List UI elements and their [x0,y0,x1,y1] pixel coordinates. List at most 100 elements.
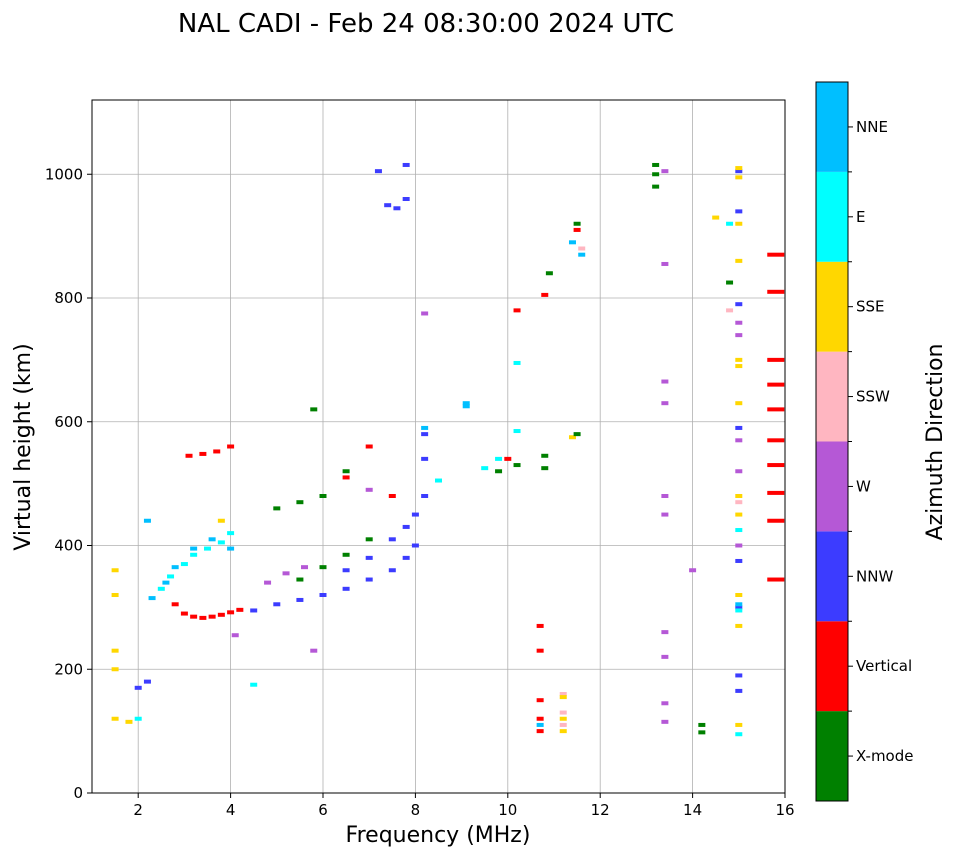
data-point-nnw [402,197,410,201]
plot-area: 2 4 6 8 10 12 14 16 0 200 400 600 800 1000 [45,99,795,819]
data-point-nnw [411,543,419,548]
data-point-nne [190,546,198,551]
data-point-nne [148,596,156,601]
data-point-w [689,568,697,573]
data-point-w [661,261,669,266]
data-point-nnw [421,494,429,498]
colorbar: X-mode Vertical NNW W SSW SSE E NNE [815,81,913,802]
data-point-nnw [319,593,327,597]
data-point-w [264,580,272,585]
data-point-w [365,487,373,492]
data-point-sse [559,716,567,721]
data-point-vertical [767,252,785,257]
colorbar-tick-label: Vertical [856,657,912,675]
data-point-nne [462,401,470,406]
data-point-e [167,574,175,579]
data-point-sse [735,494,743,498]
data-point-sse [125,719,133,724]
x-axis-label: Frequency (MHz) [346,823,531,848]
data-point-e [735,608,743,613]
data-point-sse [568,435,576,440]
data-point-sse [735,401,743,406]
x-tick-label: 6 [318,801,328,819]
data-point-sse [735,166,743,171]
data-point-sse [111,568,119,573]
data-point-nnw [374,169,382,174]
data-point-x-mode [545,271,553,276]
x-tick-label: 14 [683,801,702,819]
y-tick-label: 600 [54,413,83,431]
data-point-sse [735,512,743,517]
data-point-e [735,732,743,737]
data-point-vertical [536,623,544,628]
data-point-e [250,682,258,687]
data-point-nne [462,404,470,409]
data-point-e [134,716,142,721]
colorbar-swatch [816,441,848,532]
colorbar-swatch [816,531,848,622]
colorbar-swatch [816,171,848,262]
data-point-nnw [402,524,410,529]
data-point-w [735,320,743,325]
data-point-nne [227,546,235,551]
data-point-vertical [171,602,179,607]
data-point-sse [712,215,720,220]
data-point-sse [735,357,743,362]
data-point-vertical [767,438,785,443]
data-point-vertical [767,518,785,523]
y-tick-label: 0 [73,784,83,802]
data-point-w [661,654,669,659]
data-point-w [421,311,429,316]
data-point-sse [735,623,743,628]
data-point-x-mode [726,280,734,285]
data-point-vertical [767,289,785,294]
x-tick-label: 12 [591,801,610,819]
data-point-sse [735,722,743,727]
data-point-nnw [411,512,419,517]
data-point-nne [143,518,151,523]
data-point-vertical [199,451,207,456]
data-point-x-mode [273,506,281,511]
data-point-nne [735,602,743,607]
data-point-nne [171,565,179,570]
data-point-w [661,719,669,724]
data-point-nnw [735,688,743,693]
data-point-w [282,571,290,576]
data-point-w [661,512,669,517]
data-point-vertical [541,292,549,297]
colorbar-swatch [816,711,848,801]
data-point-nnw [365,555,373,560]
data-point-vertical [199,615,207,620]
data-point-x-mode [342,552,350,557]
data-point-vertical [365,444,373,449]
data-point-e [481,466,489,471]
data-point-nnw [388,537,396,542]
data-point-w [301,565,309,570]
data-point-w [310,648,318,653]
data-point-ssw [559,722,567,727]
data-point-vertical [767,463,785,468]
data-point-w [735,333,743,338]
data-point-nnw [735,605,743,610]
data-point-vertical [180,611,188,616]
x-tick-label: 4 [226,801,236,819]
data-point-nnw [735,209,743,214]
colorbar-tick-label: SSW [856,388,890,406]
data-point-e [735,528,743,533]
data-point-x-mode [541,453,549,458]
data-point-x-mode [652,162,660,167]
data-point-e [227,531,235,536]
data-point-x-mode [698,730,706,735]
data-point-e [513,429,521,434]
data-point-x-mode [513,463,521,468]
data-point-nnw [134,685,142,690]
data-point-nnw [735,169,743,174]
y-tick-label: 800 [54,289,83,307]
y-axis-label: Virtual height (km) [11,343,36,550]
data-point-w [661,169,669,174]
data-point-ssw [735,500,743,505]
y-tick-label: 1000 [45,165,83,183]
data-point-w [735,438,743,443]
data-point-sse [559,695,567,700]
